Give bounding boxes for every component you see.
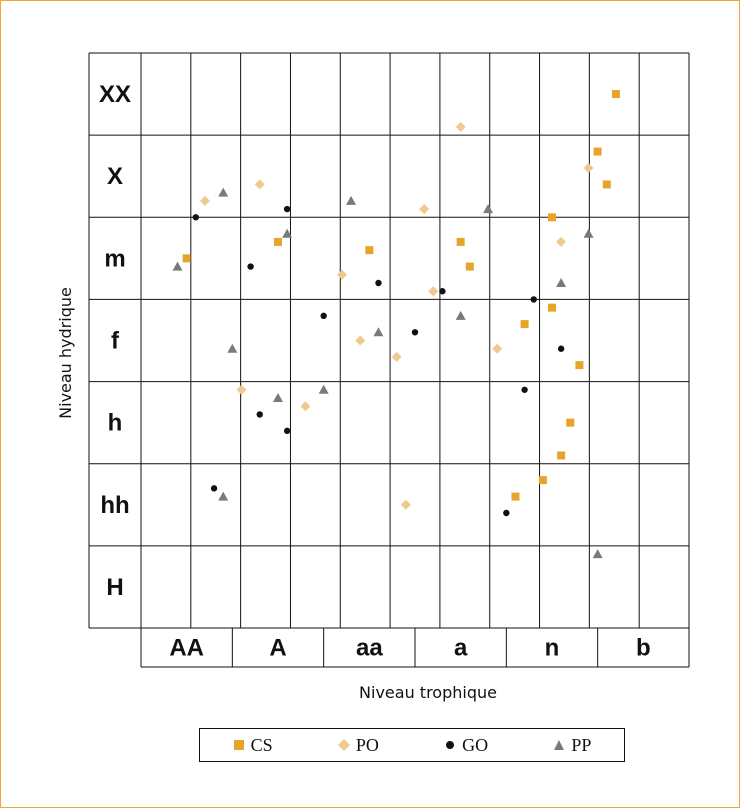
data-point	[318, 384, 329, 394]
legend-item-go: GO	[444, 735, 488, 756]
square-marker-icon	[233, 740, 244, 750]
y-tick-label: XX	[99, 81, 131, 108]
data-point	[282, 228, 293, 238]
data-point	[218, 187, 229, 197]
data-point	[455, 310, 466, 320]
data-point	[557, 451, 566, 460]
data-point	[227, 343, 238, 353]
data-point	[373, 327, 384, 337]
data-point	[593, 147, 602, 156]
data-point	[503, 509, 510, 517]
data-point	[236, 384, 247, 395]
data-point	[556, 236, 567, 247]
data-point	[455, 121, 466, 132]
data-point	[492, 343, 503, 354]
x-tick-label: aa	[356, 635, 383, 662]
data-point	[336, 269, 347, 280]
y-tick-label: m	[104, 245, 125, 272]
diamond-marker-icon	[337, 739, 350, 751]
data-point	[548, 303, 556, 312]
data-point	[300, 401, 311, 412]
data-point	[247, 263, 254, 270]
data-point	[400, 499, 411, 510]
data-point	[199, 195, 210, 206]
data-point	[375, 279, 382, 287]
data-point	[456, 237, 465, 246]
data-point	[483, 204, 494, 214]
data-point	[192, 214, 199, 221]
data-point	[218, 491, 229, 501]
data-point	[602, 180, 611, 189]
legend-label: PP	[571, 734, 592, 755]
data-point	[320, 312, 327, 320]
data-point	[346, 195, 357, 205]
data-point	[210, 485, 218, 492]
data-point	[254, 179, 265, 190]
data-point	[283, 205, 291, 213]
data-point	[511, 492, 520, 501]
x-tick-label: a	[454, 635, 468, 662]
x-tick-label: n	[545, 635, 560, 662]
data-point	[521, 386, 528, 393]
data-point	[172, 261, 183, 271]
legend-item-cs: CS	[233, 735, 273, 756]
data-point	[465, 262, 474, 271]
data-point	[575, 361, 584, 370]
data-point	[256, 411, 263, 418]
legend-label: GO	[462, 734, 489, 755]
legend-label: CS	[250, 734, 273, 755]
data-point	[273, 393, 283, 402]
data-point	[439, 288, 446, 295]
data-point	[391, 351, 402, 362]
data-point	[556, 278, 567, 287]
data-point	[419, 204, 430, 215]
data-point	[611, 90, 620, 99]
data-point	[182, 254, 191, 263]
y-tick-label: H	[106, 574, 123, 601]
data-point	[283, 427, 291, 435]
x-tick-label: AA	[169, 635, 204, 662]
data-point	[548, 213, 556, 222]
data-points	[172, 90, 620, 559]
data-point	[411, 329, 419, 336]
triangle-marker-icon	[554, 740, 565, 750]
data-point	[566, 418, 575, 427]
legend-label: PO	[355, 734, 379, 755]
x-tick-label: A	[269, 635, 286, 662]
data-point	[592, 549, 603, 559]
data-point	[520, 320, 529, 329]
grid	[88, 52, 690, 668]
data-point	[274, 237, 282, 246]
data-point	[583, 163, 594, 173]
circle-marker-icon	[446, 741, 455, 749]
legend-item-po: PO	[337, 734, 379, 756]
x-tick-label: b	[636, 635, 651, 662]
data-point	[355, 335, 366, 346]
data-point	[557, 345, 565, 352]
legend-item-pp: PP	[553, 735, 591, 756]
y-tick-label: h	[108, 410, 123, 437]
data-point	[530, 296, 537, 303]
data-point	[428, 286, 439, 297]
y-tick-label: X	[107, 163, 123, 190]
legend: CS PO GO PP	[199, 728, 625, 762]
data-point	[538, 476, 547, 485]
y-axis-title: Niveau hydrique	[56, 287, 75, 419]
data-point	[583, 228, 594, 238]
x-axis-title: Niveau trophique	[359, 683, 497, 702]
data-point	[365, 246, 374, 255]
y-tick-label: f	[111, 328, 120, 355]
y-tick-label: hh	[100, 492, 129, 519]
